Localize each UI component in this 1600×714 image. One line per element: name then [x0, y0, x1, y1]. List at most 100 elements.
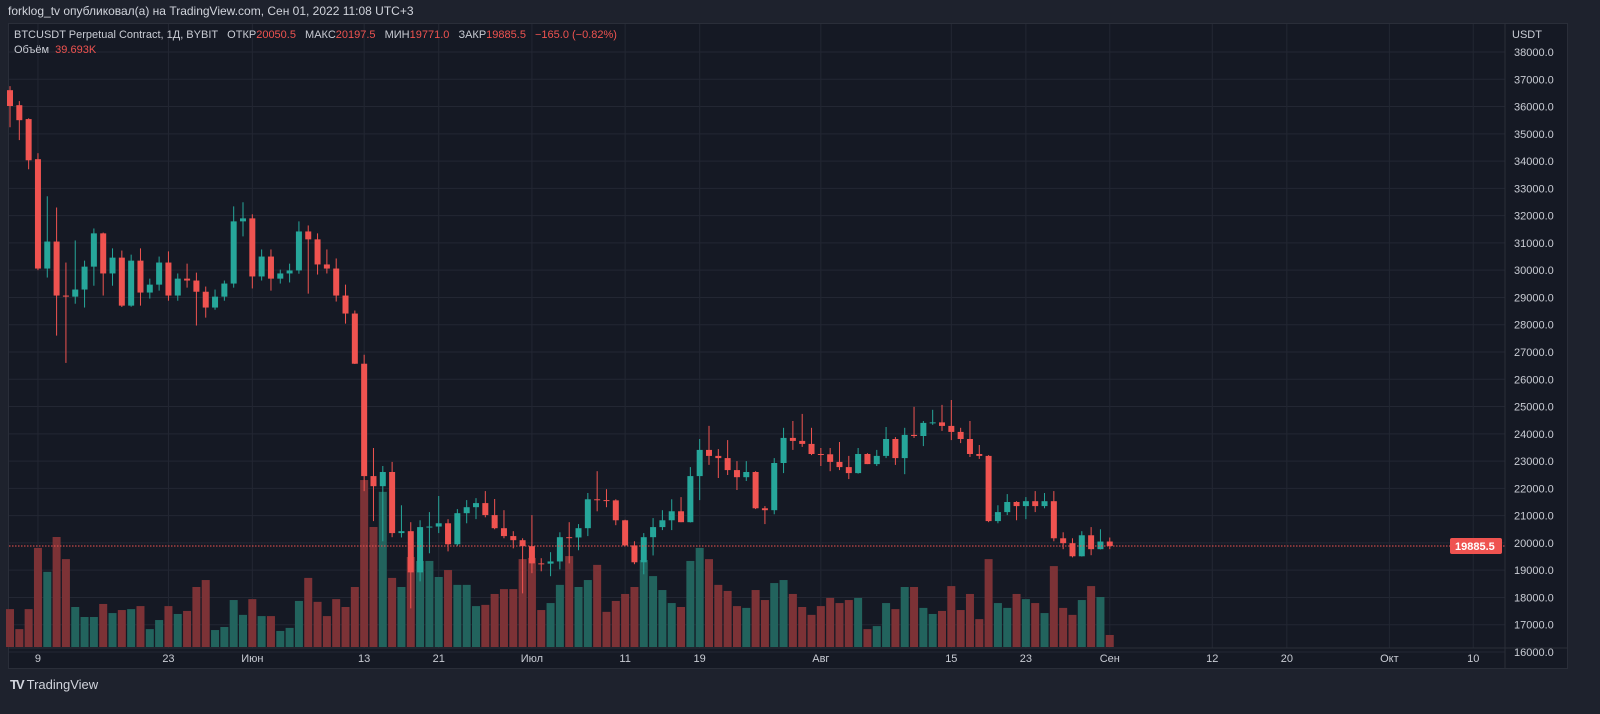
candle [687, 467, 694, 523]
price-tick-label: 18000.0 [1514, 592, 1554, 604]
candle-body [370, 476, 377, 487]
candle-body [1088, 535, 1095, 550]
candle-body [566, 537, 573, 539]
candle-body [799, 440, 806, 444]
candle [249, 214, 256, 289]
candle-body [202, 291, 209, 308]
price-tick-label: 21000.0 [1514, 511, 1554, 523]
candle-body [985, 455, 992, 522]
candle [864, 453, 871, 465]
time-tick-label: 15 [945, 653, 957, 665]
candle [733, 461, 740, 490]
time-tick-label: 20 [1281, 653, 1293, 665]
volume-bar [667, 603, 676, 647]
candle-body [706, 449, 712, 456]
volume-bar [322, 616, 331, 647]
candle [258, 249, 265, 281]
symbol-legend: BTCUSDT Perpetual Contract, 1Д, BYBIT ОТ… [14, 29, 617, 41]
candle [771, 458, 778, 515]
volume-bar [388, 577, 397, 647]
volume-bar [555, 584, 564, 647]
candle-body [1013, 502, 1020, 507]
candle-body [892, 439, 899, 459]
candle [165, 251, 172, 301]
candle [156, 256, 163, 291]
volume-bar [658, 590, 667, 647]
tradingview-footer[interactable]: TV TradingView [10, 677, 98, 692]
candle-body [1032, 501, 1039, 507]
volume-bar [816, 606, 825, 647]
price-tick-label: 32000.0 [1514, 211, 1554, 223]
candle-body [1004, 502, 1011, 513]
candle [221, 280, 228, 301]
volume-bar [537, 610, 546, 647]
time-tick-label: 21 [433, 653, 445, 665]
volume-bar [565, 556, 574, 647]
time-tick-label: Сен [1100, 653, 1120, 665]
candle [594, 471, 601, 512]
candle-body [817, 454, 824, 455]
time-tick-label: Июн [241, 653, 263, 665]
price-tick-label: 22000.0 [1514, 483, 1554, 495]
candle [44, 196, 51, 278]
volume-bar [360, 480, 369, 647]
volume-bar [649, 576, 658, 647]
candle-body [873, 455, 880, 465]
candle-body [631, 545, 638, 563]
volume-bar [229, 600, 238, 647]
candle [566, 522, 573, 564]
currency-label: USDT [1512, 29, 1542, 41]
volume-bar [15, 629, 24, 647]
candle [1078, 531, 1085, 557]
candle [668, 499, 675, 531]
candle [1097, 529, 1104, 550]
candle [631, 541, 638, 565]
volume-bar [993, 603, 1002, 647]
candle-body [500, 528, 507, 537]
candle-body [7, 90, 13, 106]
candle-body [715, 455, 722, 459]
candle [948, 400, 955, 441]
volume-bar [266, 616, 275, 647]
candle [696, 439, 703, 501]
time-tick-label: 10 [1467, 653, 1479, 665]
volume-bar [742, 607, 751, 647]
volume-bar [630, 587, 639, 647]
candle [827, 448, 834, 472]
volume-value: 39.693K [55, 44, 97, 56]
volume-bar [462, 584, 471, 647]
volume-bar [192, 587, 201, 647]
candle-body [966, 439, 973, 454]
candle [1106, 537, 1113, 550]
candle-body [258, 256, 265, 277]
high-label: МАКС [305, 29, 336, 41]
candle-body [240, 218, 246, 222]
volume-bar [965, 593, 974, 647]
volume-bar [751, 590, 760, 647]
candle-body [752, 472, 759, 509]
candle-body [612, 500, 619, 521]
candle-body [463, 507, 470, 514]
volume-bar [1096, 597, 1105, 647]
volume-bar [80, 617, 89, 647]
volume-bar [807, 614, 816, 647]
price-tick-label: 25000.0 [1514, 402, 1554, 414]
candle [556, 532, 563, 570]
candle [976, 445, 983, 459]
candle [118, 250, 125, 307]
candle-body [212, 296, 219, 308]
candle-body [724, 458, 731, 471]
candle-body [547, 561, 554, 564]
price-axis: USDT 16000.0 17000.0 18000.0 19000.0 20000.0 2… [1504, 24, 1554, 668]
time-axis: 9 23 Июн 13 21 Июл 11 19 Авг 15 23 Сен 12 20 Окт 10 [9, 647, 1567, 665]
chart-frame[interactable] [8, 23, 1568, 669]
candle [612, 499, 619, 526]
time-tick-label: Окт [1380, 653, 1399, 665]
volume-bar [583, 580, 592, 647]
candle [966, 421, 973, 457]
candle-body [575, 528, 582, 538]
volume-bar [397, 587, 406, 647]
price-tick-label: 34000.0 [1514, 156, 1554, 168]
candle-body [827, 454, 834, 462]
